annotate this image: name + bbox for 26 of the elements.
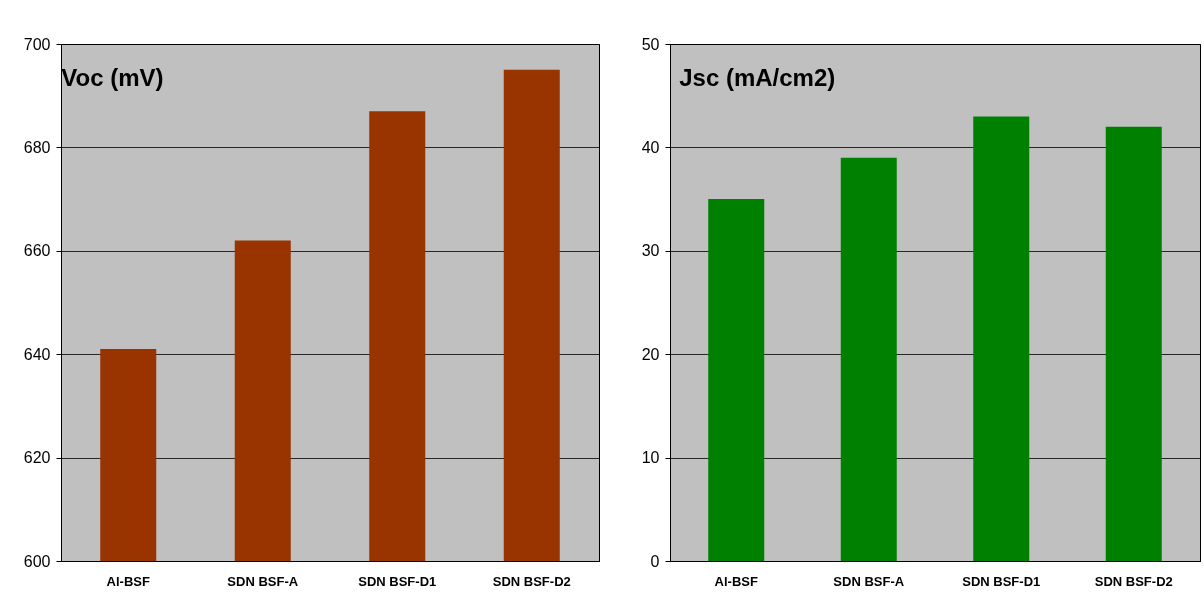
y-tick-label: 700 <box>23 35 51 53</box>
y-tick-label: 620 <box>23 449 51 467</box>
x-tick-label: SDN BSF-A <box>833 573 905 589</box>
y-tick-label: 600 <box>23 552 51 570</box>
bar <box>1105 126 1162 561</box>
bar <box>708 199 765 561</box>
text: Jsc (mA/cm2) <box>679 64 836 91</box>
x-tick-label: Al-BSF <box>106 573 150 589</box>
x-tick-label: SDN BSF-D2 <box>1094 573 1173 589</box>
x-tick-label: SDN BSF-D2 <box>492 573 571 589</box>
x-tick-label: Al-BSF <box>714 573 758 589</box>
y-tick-label: 20 <box>641 345 660 363</box>
y-tick-label: 680 <box>23 138 51 156</box>
y-tick-label: 660 <box>23 242 51 260</box>
bar <box>973 116 1030 561</box>
y-tick-label: 10 <box>641 449 660 467</box>
x-tick-label: SDN BSF-D1 <box>962 573 1041 589</box>
bar <box>840 157 897 561</box>
y-tick-label: 50 <box>641 35 660 53</box>
x-tick-label: SDN BSF-D1 <box>358 573 437 589</box>
x-tick-label: SDN BSF-A <box>227 573 299 589</box>
y-tick-label: 40 <box>641 138 660 156</box>
y-tick-label: 30 <box>641 242 660 260</box>
y-tick-label: 0 <box>650 552 660 570</box>
y-tick-label: 640 <box>23 345 51 363</box>
text: Voc (mV) <box>61 64 164 91</box>
